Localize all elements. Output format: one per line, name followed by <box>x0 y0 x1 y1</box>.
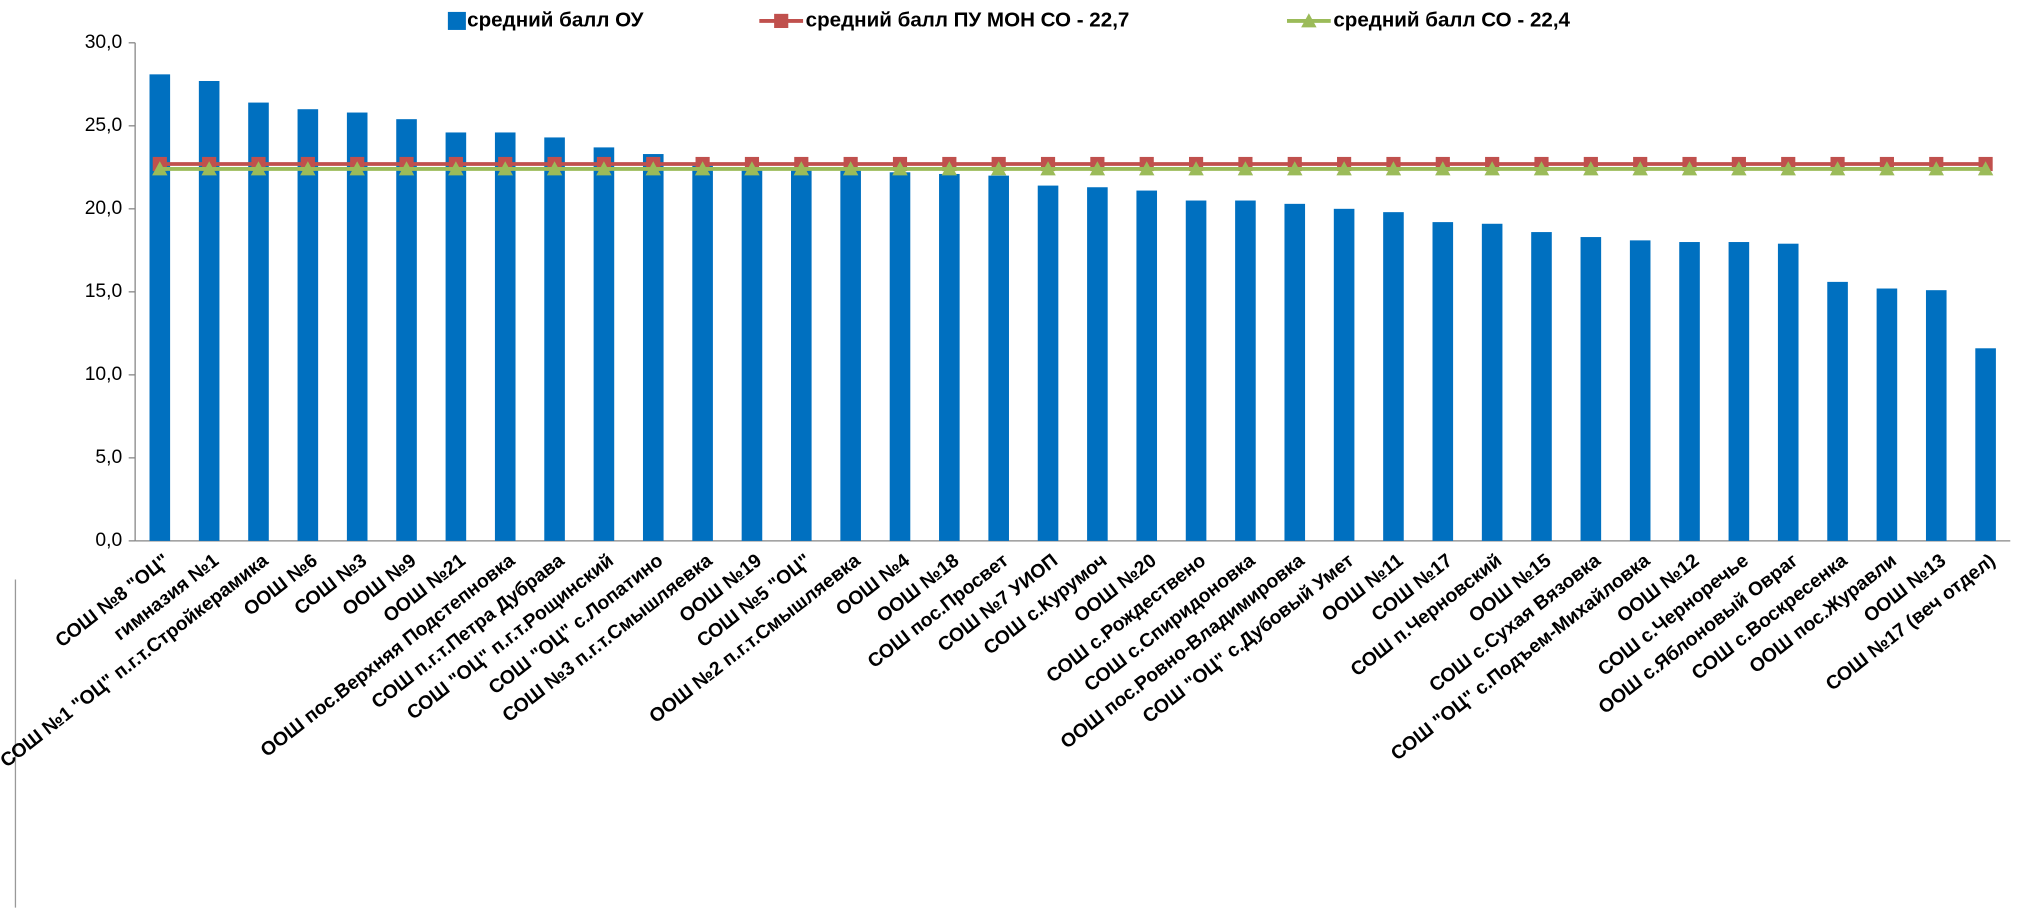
line-marker <box>1533 161 1550 176</box>
bar <box>1580 237 1602 541</box>
bar <box>1679 242 1700 541</box>
line-marker <box>1139 161 1155 176</box>
bar <box>494 132 516 541</box>
line-marker <box>1040 161 1056 176</box>
line-marker <box>1780 161 1796 176</box>
line-marker <box>1484 161 1500 176</box>
line-marker <box>1435 161 1451 176</box>
y-tick-label: 10,0 <box>85 364 123 385</box>
bar <box>642 154 664 541</box>
bar <box>149 74 171 541</box>
line-marker <box>448 161 464 176</box>
y-tick-label: 15,0 <box>85 281 123 302</box>
bar <box>1481 223 1503 541</box>
bar <box>1432 222 1454 541</box>
bar <box>840 170 861 541</box>
line-marker <box>596 161 612 176</box>
line-marker <box>1977 161 1994 176</box>
line-marker <box>152 161 168 176</box>
line-marker <box>1237 161 1254 176</box>
line-marker <box>744 161 760 176</box>
bar <box>1975 348 1996 541</box>
y-tick-label: 5,0 <box>95 447 122 468</box>
line-marker <box>546 161 563 176</box>
bar <box>1531 232 1552 541</box>
bar <box>198 80 220 541</box>
line-marker <box>349 161 365 176</box>
line-marker <box>892 161 908 176</box>
bar <box>593 147 615 541</box>
y-tick-label: 25,0 <box>85 115 123 136</box>
line-marker <box>1287 161 1303 176</box>
bar <box>1235 200 1256 541</box>
line-marker <box>1583 161 1599 176</box>
line-marker <box>645 161 661 176</box>
bar <box>1333 208 1355 541</box>
bar <box>889 172 911 541</box>
bar <box>692 165 713 541</box>
line-marker <box>300 161 316 176</box>
line-marker <box>941 161 958 176</box>
legend-label: средний балл ОУ <box>467 8 643 31</box>
line-marker <box>1829 161 1846 176</box>
y-tick-label: 0,0 <box>95 530 122 551</box>
line-marker <box>1731 161 1747 176</box>
line-marker <box>398 161 415 176</box>
legend-swatch <box>447 11 466 30</box>
bar <box>1284 203 1306 541</box>
bar <box>248 102 269 541</box>
bar <box>1925 290 1947 541</box>
line-marker <box>842 161 859 176</box>
bar <box>445 132 467 541</box>
line-marker <box>694 161 711 176</box>
bar <box>988 175 1009 541</box>
line-marker <box>990 161 1007 176</box>
legend-label: средний балл СО - 22,4 <box>1333 8 1570 31</box>
bar <box>1629 240 1651 541</box>
y-tick-label: 30,0 <box>85 32 123 53</box>
line-marker <box>1928 161 1944 176</box>
bar <box>1037 185 1059 541</box>
bar <box>791 168 812 541</box>
bar <box>1876 288 1898 541</box>
bar <box>1777 243 1799 541</box>
bar <box>1136 190 1158 541</box>
bar <box>1087 187 1108 541</box>
line-marker <box>201 161 217 176</box>
legend-swatch <box>1301 13 1317 28</box>
bar <box>1383 212 1404 541</box>
bar <box>741 167 763 541</box>
line-marker <box>250 161 267 176</box>
y-tick-label: 20,0 <box>85 198 123 219</box>
bar <box>939 173 960 541</box>
line-marker <box>497 161 513 176</box>
bar <box>297 109 319 541</box>
bar <box>396 119 417 541</box>
line-marker <box>1089 161 1106 176</box>
bar <box>346 112 368 541</box>
line-marker <box>1188 161 1204 176</box>
bar <box>1728 242 1750 541</box>
legend-label: средний балл ПУ МОН СО - 22,7 <box>806 8 1130 31</box>
bar <box>1185 200 1207 541</box>
bar <box>1827 281 1848 541</box>
line-marker <box>793 161 810 176</box>
line-marker <box>1385 161 1402 176</box>
legend-swatch <box>774 13 789 29</box>
line-marker <box>1681 161 1698 176</box>
line-marker <box>1879 161 1895 176</box>
line-marker <box>1632 161 1648 176</box>
bar <box>544 137 565 541</box>
line-marker <box>1336 161 1352 176</box>
